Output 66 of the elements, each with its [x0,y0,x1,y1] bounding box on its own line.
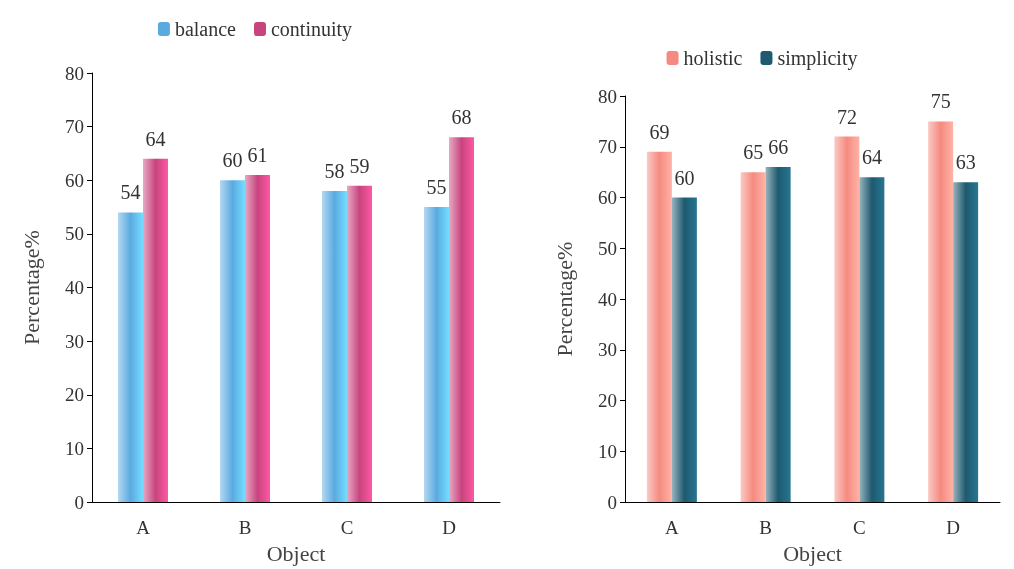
bar [449,137,474,503]
data-label: 65 [743,141,764,164]
y-tick-label: 60 [598,187,617,209]
y-tick-label: 10 [598,440,617,462]
bar [834,136,860,503]
y-tick-label: 0 [74,491,84,513]
y-tick-label: 40 [65,277,84,299]
y-tick-label: 20 [598,390,617,412]
x-tick-label: B [238,517,252,539]
y-tick-label: 30 [65,330,84,352]
bar [245,174,270,503]
bar [347,185,372,503]
data-label: 64 [145,127,166,150]
y-tick-label: 60 [65,169,84,191]
x-axis-title: Object [266,540,326,566]
legend-label: balance [174,18,237,40]
x-tick-label: C [340,517,354,539]
x-tick-label: B [759,517,772,539]
y-tick-label: 70 [65,116,84,138]
data-label: 66 [768,136,789,159]
data-label: 54 [120,181,141,204]
bar [671,197,697,503]
bar [740,172,766,503]
data-label: 61 [247,143,268,166]
y-tick-label: 70 [598,136,617,158]
x-tick-label: C [853,517,866,539]
data-label: 60 [674,166,695,189]
bar [953,182,979,503]
data-label: 58 [324,160,345,182]
data-label: 75 [930,90,951,113]
bar [859,177,885,503]
bar [928,121,954,503]
data-label: 72 [836,105,857,128]
bar [118,212,143,503]
x-tick-label: A [665,517,680,539]
bar [143,158,168,503]
bar [424,207,449,503]
y-tick-label: 50 [65,223,84,245]
y-tick-label: 30 [598,339,617,361]
data-label: 55 [426,176,447,199]
y-tick-label: 80 [598,85,617,107]
y-tick-label: 50 [598,237,617,259]
bar [646,151,672,503]
bar [322,191,347,503]
data-label: 69 [649,120,670,143]
y-tick-label: 80 [65,62,84,84]
data-label: 64 [861,146,882,169]
y-tick-label: 20 [65,384,84,406]
x-axis-title: Object [783,540,842,566]
bar [765,167,791,503]
legend-label: continuity [270,18,353,41]
x-tick-label: D [946,517,960,539]
x-tick-label: A [136,517,151,539]
bar [220,180,245,503]
y-tick-label: 0 [607,491,617,513]
data-label: 63 [955,151,976,174]
y-axis-title: Percentage% [551,241,577,357]
data-label: 59 [349,154,370,177]
legend-label: simplicity [777,47,858,70]
y-tick-label: 40 [598,288,617,310]
y-axis-title: Percentage% [18,230,44,345]
data-label: 68 [451,106,472,129]
y-tick-label: 10 [65,437,84,459]
x-tick-label: D [442,517,456,539]
data-label: 60 [222,149,243,172]
legend-label: holistic [683,47,743,69]
